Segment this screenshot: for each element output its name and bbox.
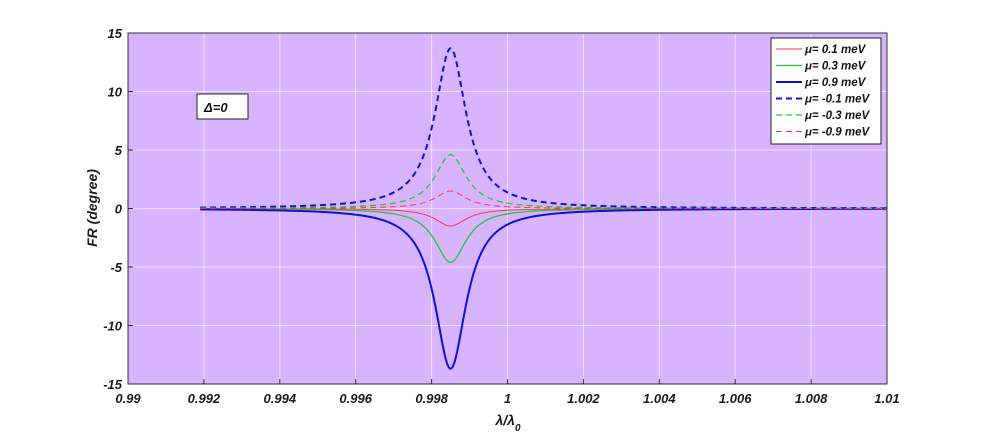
y-tick-label: -5 xyxy=(110,260,122,275)
x-tick-label: 1 xyxy=(504,391,511,406)
legend-label: μ= 0.3 meV xyxy=(804,61,867,73)
series-line xyxy=(200,190,887,209)
legend-box xyxy=(770,37,882,145)
y-axis-label: FR (degree) xyxy=(84,169,100,247)
y-tick-label: 10 xyxy=(108,85,123,100)
annotation-box xyxy=(196,93,249,120)
series-line xyxy=(200,47,887,210)
x-axis-label: λ/λ0 xyxy=(494,412,520,434)
legend-label: μ= 0.1 meV xyxy=(804,44,867,56)
x-tick-label: 1.004 xyxy=(643,391,676,406)
y-tick-labels: -15 -10 -5 0 5 10 15 xyxy=(103,26,133,392)
legend-label: μ= -0.1 meV xyxy=(804,94,870,106)
x-tick-label: 1.002 xyxy=(567,391,600,406)
legend-label: μ= 0.9 meV xyxy=(804,77,867,89)
x-tick-label: 1.008 xyxy=(795,391,828,406)
x-tick-label: 0.99 xyxy=(115,391,141,406)
x-tick-label: 1.006 xyxy=(719,391,752,406)
x-tick-label: 0.992 xyxy=(188,391,221,406)
x-tick-label: 1.01 xyxy=(874,391,899,406)
y-tick-label: 5 xyxy=(115,143,123,158)
series-line xyxy=(200,154,887,210)
series-line xyxy=(200,207,887,370)
legend-label: μ= -0.3 meV xyxy=(804,110,870,122)
series-layer xyxy=(200,47,887,370)
x-tick-label: 0.998 xyxy=(415,391,448,406)
x-axis-label-main: λ/λ xyxy=(494,412,514,428)
x-tick-labels: 0.99 0.992 0.994 0.996 0.998 1 1.002 1.004 1.006… xyxy=(115,379,900,406)
legend-label: μ= -0.9 meV xyxy=(804,127,870,139)
legend: μ= 0.1 meV μ= 0.3 meV μ= 0.9 meV μ= -0.1 me… xyxy=(770,37,882,145)
delta-annotation: Δ=0 xyxy=(196,93,249,120)
x-axis-label-subscript: 0 xyxy=(515,423,521,434)
y-tick-label: -10 xyxy=(103,319,123,334)
x-tick-label: 0.996 xyxy=(339,391,372,406)
y-tick-label: 0 xyxy=(115,202,123,217)
y-tick-label: -15 xyxy=(103,377,123,392)
x-tick-label: 0.994 xyxy=(264,391,297,406)
annotation-text: Δ=0 xyxy=(203,100,228,115)
y-tick-label: 15 xyxy=(108,26,123,41)
